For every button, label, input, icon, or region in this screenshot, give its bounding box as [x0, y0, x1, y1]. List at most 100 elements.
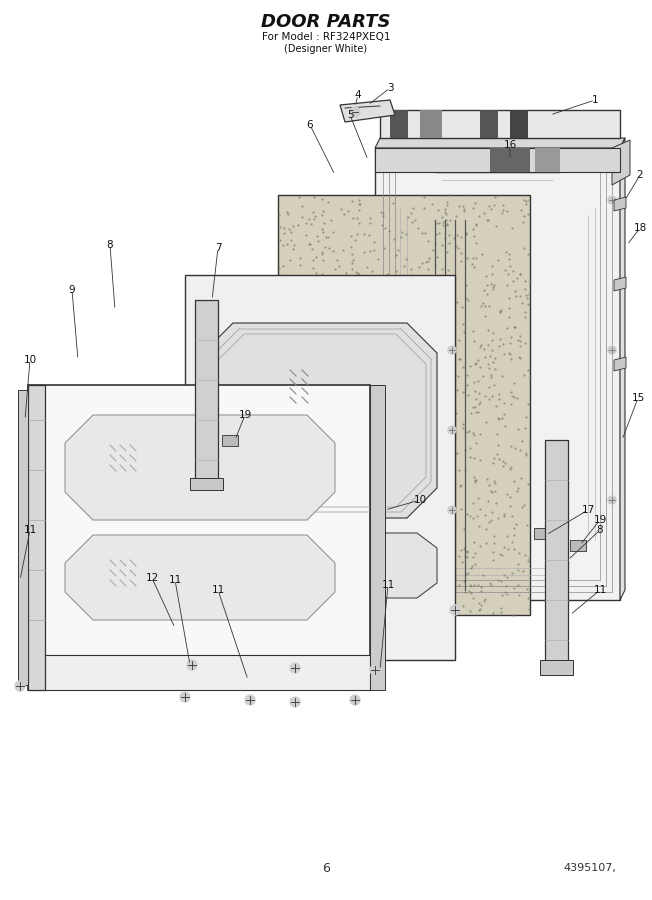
Point	[437, 292, 448, 306]
Point	[302, 307, 312, 321]
Point	[349, 276, 359, 291]
Point	[343, 311, 353, 326]
Point	[518, 214, 528, 229]
Point	[429, 382, 439, 397]
Point	[454, 549, 464, 563]
Point	[299, 297, 310, 311]
Point	[517, 296, 527, 310]
Polygon shape	[340, 100, 395, 122]
Point	[514, 350, 524, 365]
Point	[364, 228, 374, 242]
Point	[299, 365, 310, 380]
Point	[356, 418, 366, 433]
Point	[470, 384, 481, 399]
Point	[348, 253, 358, 267]
Point	[514, 588, 524, 602]
Point	[304, 366, 315, 381]
Point	[474, 602, 484, 616]
Point	[454, 352, 464, 366]
Point	[486, 485, 497, 500]
Point	[366, 506, 377, 520]
Polygon shape	[620, 138, 625, 600]
Text: 3: 3	[387, 83, 393, 93]
Point	[376, 537, 386, 552]
Point	[503, 301, 514, 315]
Point	[340, 278, 350, 293]
Point	[372, 337, 383, 351]
Point	[412, 289, 422, 303]
Point	[301, 514, 312, 528]
Point	[306, 274, 316, 289]
Point	[460, 443, 470, 457]
Point	[372, 598, 383, 612]
Point	[475, 339, 485, 354]
Point	[336, 437, 347, 452]
Point	[352, 605, 363, 619]
Point	[504, 247, 514, 261]
Point	[391, 457, 402, 472]
Point	[475, 584, 486, 598]
Point	[481, 472, 492, 486]
Point	[462, 508, 472, 522]
Point	[524, 602, 535, 616]
Point	[372, 500, 382, 515]
Point	[291, 518, 301, 533]
Point	[409, 375, 419, 390]
Point	[286, 569, 297, 583]
Point	[373, 596, 383, 610]
Point	[391, 280, 401, 294]
Point	[334, 364, 345, 379]
Point	[302, 607, 312, 621]
Point	[485, 576, 496, 590]
Point	[408, 376, 419, 391]
Point	[487, 606, 497, 620]
Point	[376, 204, 387, 219]
Point	[354, 197, 364, 211]
Point	[308, 500, 318, 515]
Point	[396, 279, 407, 293]
Point	[294, 390, 304, 404]
Point	[320, 604, 331, 618]
Point	[506, 396, 516, 410]
Point	[284, 221, 295, 236]
Point	[494, 387, 505, 401]
Point	[349, 333, 359, 347]
Point	[334, 511, 345, 526]
Point	[353, 330, 363, 345]
Point	[466, 579, 476, 593]
Point	[394, 437, 405, 452]
Point	[490, 351, 500, 365]
Point	[396, 391, 406, 405]
Point	[316, 245, 327, 259]
Point	[397, 557, 408, 572]
Point	[430, 258, 440, 273]
Point	[452, 446, 462, 461]
Point	[299, 388, 309, 402]
Point	[354, 216, 364, 230]
Point	[325, 411, 335, 426]
Point	[359, 245, 370, 259]
Point	[357, 366, 367, 381]
Point	[446, 585, 456, 599]
Point	[475, 428, 485, 442]
Point	[464, 578, 475, 592]
Point	[403, 346, 413, 360]
Point	[336, 503, 347, 517]
Point	[314, 328, 325, 343]
Point	[421, 502, 432, 517]
Text: 11: 11	[593, 585, 606, 595]
Point	[319, 273, 330, 287]
Point	[322, 472, 333, 486]
Point	[306, 242, 317, 256]
Point	[410, 421, 421, 436]
Point	[514, 339, 525, 354]
Point	[306, 353, 316, 367]
Point	[305, 297, 316, 311]
Point	[308, 307, 319, 321]
Point	[509, 580, 519, 595]
Point	[446, 357, 456, 372]
Point	[437, 514, 447, 528]
Point	[344, 593, 355, 608]
Point	[331, 596, 341, 610]
Point	[432, 542, 442, 556]
